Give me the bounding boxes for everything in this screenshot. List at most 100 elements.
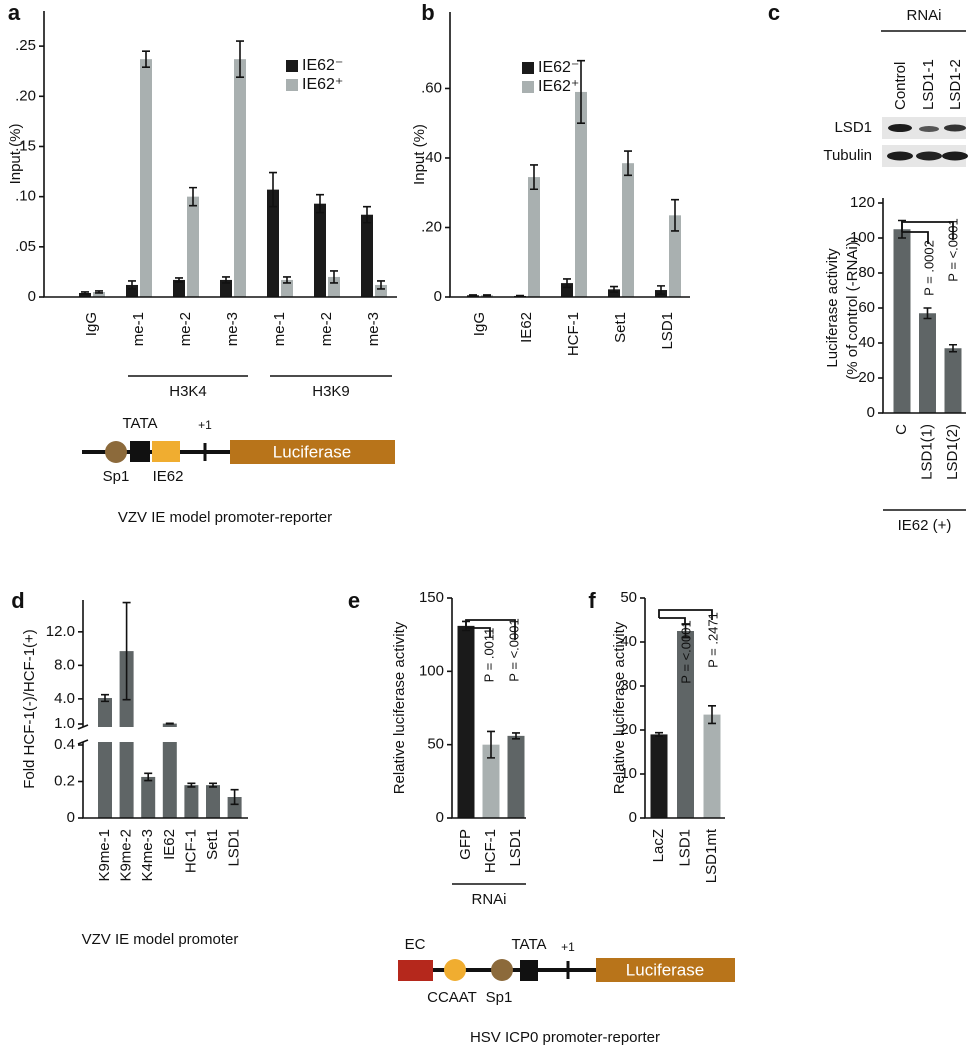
y-tick-label: .15 xyxy=(15,137,36,154)
x-tick-label: me-3 xyxy=(365,312,382,346)
error-bar xyxy=(624,150,632,177)
ec-box xyxy=(398,960,433,981)
x-tick-label: LSD1mt xyxy=(703,828,720,883)
p-value: P = .0011 xyxy=(481,628,496,683)
p-value: P = <.0001 xyxy=(506,618,521,681)
bar xyxy=(622,163,634,297)
x-tick-label: me-2 xyxy=(318,312,335,346)
reporter-box xyxy=(596,958,735,982)
bar xyxy=(507,735,525,818)
x-tick-label: HCF-1 xyxy=(182,829,199,873)
y-tick-label: 20 xyxy=(620,721,637,738)
hsv-diagram: EC TATA +1 CCAAT Sp1 Luciferase HSV ICP0… xyxy=(398,936,735,1046)
bar xyxy=(173,279,185,297)
significance-bracket xyxy=(658,609,713,625)
legend-swatch xyxy=(522,62,534,74)
error-bar xyxy=(269,171,277,208)
bar xyxy=(141,776,156,818)
x-tick-label: LSD1 xyxy=(659,312,676,350)
bar xyxy=(650,734,668,818)
error-bar xyxy=(363,205,371,224)
x-tick-label: HCF-1 xyxy=(565,312,582,356)
bar xyxy=(281,279,293,297)
x-tick-label: LSD1 xyxy=(226,829,243,867)
tata-box xyxy=(130,441,150,462)
tata-box xyxy=(520,960,538,981)
blot-band xyxy=(887,151,913,161)
y-tick-label: 0.2 xyxy=(54,772,75,789)
bar xyxy=(98,698,112,818)
bar xyxy=(79,292,91,297)
y-tick-label: .05 xyxy=(15,238,36,255)
y-tick-label: 60 xyxy=(858,299,875,316)
bar xyxy=(575,91,587,297)
panel-label: b xyxy=(421,0,434,25)
bar xyxy=(162,723,177,818)
diagram-label: +1 xyxy=(561,940,575,954)
y-tick-label: 0 xyxy=(67,809,75,826)
panel-label: f xyxy=(588,588,596,613)
diagram-label: Sp1 xyxy=(103,468,130,485)
group-label: IE62 (+) xyxy=(898,517,952,534)
y-axis-label: Input (%) xyxy=(7,124,24,185)
lane-label: LSD1-1 xyxy=(920,59,937,110)
error-bar xyxy=(577,59,585,125)
axis-line xyxy=(43,11,397,298)
y-tick-label: 100 xyxy=(850,229,875,246)
y-tick-label: 0 xyxy=(629,809,637,826)
y-tick-label: 150 xyxy=(419,589,444,606)
x-tick-label: IE62 xyxy=(518,312,535,343)
diagram-label: CCAAT xyxy=(427,989,477,1006)
bar xyxy=(361,214,373,297)
error-bar xyxy=(189,186,197,207)
blot-row-label: Tubulin xyxy=(823,147,872,164)
x-tick-label: LSD1 xyxy=(507,829,524,867)
y-tick-label: 0 xyxy=(867,404,875,421)
group-label: H3K9 xyxy=(312,383,350,400)
y-tick-label: 100 xyxy=(419,662,444,679)
y-tick-label: 0 xyxy=(28,288,36,305)
error-bar xyxy=(144,772,153,782)
y-tick-label: 1.0 xyxy=(54,715,75,732)
y-axis-label: Relative luciferase activity xyxy=(391,621,408,794)
blot-band xyxy=(919,126,939,132)
sp1-site xyxy=(491,959,513,981)
diagram-caption: HSV ICP0 promoter-reporter xyxy=(470,1029,660,1046)
group-label: RNAi xyxy=(471,891,506,908)
bar xyxy=(184,785,199,818)
x-tick-label: K9me-2 xyxy=(118,829,135,882)
bar xyxy=(328,276,340,297)
bar xyxy=(93,291,105,297)
y-tick-label: 12.0 xyxy=(46,623,75,640)
y-tick-label: 20 xyxy=(858,369,875,386)
error-bar xyxy=(487,730,495,759)
reporter-box xyxy=(230,440,395,464)
bar xyxy=(893,229,911,413)
y-tick-label: 30 xyxy=(620,677,637,694)
x-tick-label: K9me-1 xyxy=(96,829,113,882)
axis-line xyxy=(449,12,690,298)
y-tick-label: 0 xyxy=(434,288,442,305)
caption: VZV IE model promoter xyxy=(82,931,239,948)
bar xyxy=(267,189,279,297)
diagram-label: TATA xyxy=(123,415,158,432)
y-tick-label: .20 xyxy=(421,218,442,235)
error-bar xyxy=(209,782,217,788)
error-bar xyxy=(95,290,103,294)
lane-label: Control xyxy=(892,62,909,110)
bar xyxy=(126,284,138,297)
x-tick-label: LSD1 xyxy=(676,829,693,867)
blot-band xyxy=(942,151,968,161)
diagram-label: Luciferase xyxy=(626,960,704,979)
y-tick-label: 120 xyxy=(850,194,875,211)
error-bar xyxy=(165,722,174,725)
axis-break xyxy=(73,727,250,742)
panel-label: a xyxy=(8,0,21,25)
error-bar xyxy=(530,164,538,191)
blot-header: RNAi xyxy=(906,7,941,24)
legend-label: IE62⁺ xyxy=(538,78,579,95)
error-bar xyxy=(236,40,244,79)
y-axis-label: Luciferase activity xyxy=(824,248,841,368)
y-tick-label: 40 xyxy=(858,334,875,351)
x-tick-label: IE62 xyxy=(161,829,178,860)
